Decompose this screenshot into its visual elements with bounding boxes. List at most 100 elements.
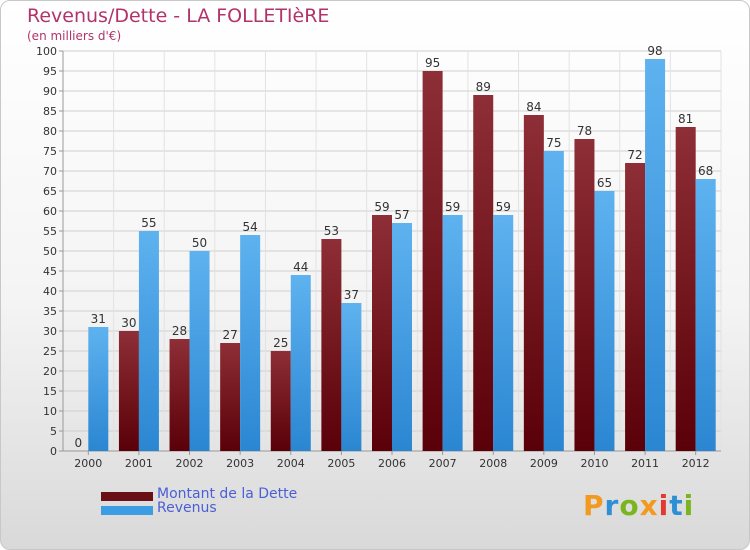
legend-label-dette: Montant de la Dette bbox=[157, 486, 298, 502]
bar-dette bbox=[118, 331, 139, 451]
bar-dette bbox=[523, 115, 544, 451]
y-tick-label: 95 bbox=[43, 65, 57, 78]
legend-label-revenus: Revenus bbox=[157, 500, 217, 516]
data-label: 78 bbox=[577, 124, 592, 138]
logo-letter: P bbox=[583, 489, 605, 522]
data-label: 27 bbox=[223, 328, 238, 342]
bar-revenus bbox=[392, 223, 412, 451]
chart-title: Revenus/Dette - LA FOLLETIèRE bbox=[27, 5, 330, 27]
x-tick-label: 2007 bbox=[429, 457, 457, 470]
y-tick-label: 55 bbox=[43, 225, 57, 238]
y-tick-label: 0 bbox=[50, 445, 57, 458]
x-tick-label: 2012 bbox=[682, 457, 710, 470]
logo-letter: o bbox=[619, 489, 640, 522]
data-label: 31 bbox=[91, 312, 106, 326]
data-label: 75 bbox=[546, 136, 561, 150]
bar-dette bbox=[422, 71, 443, 451]
data-label: 81 bbox=[678, 112, 693, 126]
data-label: 55 bbox=[141, 216, 156, 230]
y-tick-label: 60 bbox=[43, 205, 57, 218]
data-label: 0 bbox=[74, 436, 82, 450]
bar-revenus bbox=[290, 275, 311, 451]
data-labels: 0 31 30 55 28 50 27 54 25 44 53 37 59 57 95 59 89 59 84 75 7… bbox=[74, 44, 713, 450]
y-tick-label: 10 bbox=[43, 405, 57, 418]
data-label: 28 bbox=[172, 324, 187, 338]
x-tick-label: 2002 bbox=[176, 457, 204, 470]
y-tick-label: 50 bbox=[43, 245, 57, 258]
data-label: 65 bbox=[597, 176, 612, 190]
y-tick-label: 20 bbox=[43, 365, 57, 378]
y-tick-label: 90 bbox=[43, 85, 57, 98]
y-tick-label: 85 bbox=[43, 105, 57, 118]
bar-revenus bbox=[695, 179, 716, 451]
logo-letter: i bbox=[658, 489, 670, 522]
legend-swatch-revenus bbox=[101, 506, 153, 515]
bar-dette bbox=[473, 95, 494, 451]
bar-dette bbox=[675, 127, 696, 451]
x-tick-label: 2004 bbox=[277, 457, 305, 470]
y-tick-label: 45 bbox=[43, 265, 57, 278]
y-tick-label: 5 bbox=[50, 425, 57, 438]
data-label: 44 bbox=[293, 260, 308, 274]
bars bbox=[88, 59, 716, 451]
chart-subtitle: (en milliers d'€) bbox=[27, 29, 122, 43]
y-tick-label: 100 bbox=[36, 45, 57, 58]
x-tick-label: 2005 bbox=[327, 457, 355, 470]
x-tick-label: 2008 bbox=[479, 457, 507, 470]
bar-dette bbox=[372, 215, 392, 451]
bar-dette bbox=[270, 351, 291, 451]
bar-revenus bbox=[493, 215, 514, 451]
data-label: 25 bbox=[273, 336, 288, 350]
bar-revenus bbox=[138, 231, 159, 451]
bar-dette bbox=[574, 139, 595, 451]
data-label: 95 bbox=[425, 56, 440, 70]
x-tick-label: 2001 bbox=[125, 457, 153, 470]
y-tick-label: 75 bbox=[43, 145, 57, 158]
bar-revenus bbox=[442, 215, 463, 451]
logo-letter: r bbox=[604, 489, 620, 522]
proxiti-logo: Proxiti bbox=[583, 489, 694, 522]
bar-revenus bbox=[543, 151, 564, 451]
y-tick-label: 70 bbox=[43, 165, 57, 178]
data-label: 89 bbox=[476, 80, 491, 94]
data-label: 59 bbox=[374, 200, 389, 214]
data-label: 54 bbox=[243, 220, 258, 234]
bar-revenus bbox=[88, 327, 109, 451]
data-label: 59 bbox=[445, 200, 460, 214]
data-label: 57 bbox=[394, 208, 409, 222]
bar-revenus bbox=[341, 303, 362, 451]
data-label: 84 bbox=[526, 100, 541, 114]
x-tick-label: 2003 bbox=[226, 457, 254, 470]
x-tick-label: 2010 bbox=[580, 457, 608, 470]
data-label: 30 bbox=[121, 316, 136, 330]
logo-letter: i bbox=[683, 489, 695, 522]
x-tick-label: 2000 bbox=[74, 457, 102, 470]
x-tick-label: 2006 bbox=[378, 457, 406, 470]
data-label: 72 bbox=[627, 148, 642, 162]
y-tick-label: 80 bbox=[43, 125, 57, 138]
data-label: 37 bbox=[344, 288, 359, 302]
y-tick-label: 30 bbox=[43, 325, 57, 338]
bar-revenus bbox=[240, 235, 261, 451]
bar-dette bbox=[169, 339, 190, 451]
y-tick-label: 25 bbox=[43, 345, 57, 358]
y-tick-label: 65 bbox=[43, 185, 57, 198]
y-tick-label: 35 bbox=[43, 305, 57, 318]
y-tick-label: 15 bbox=[43, 385, 57, 398]
bar-dette bbox=[625, 163, 646, 451]
data-label: 50 bbox=[192, 236, 207, 250]
bar-revenus bbox=[189, 251, 210, 451]
x-tick-label: 2009 bbox=[530, 457, 558, 470]
bar-dette bbox=[321, 239, 342, 451]
y-tick-label: 40 bbox=[43, 285, 57, 298]
bar-revenus bbox=[594, 191, 615, 451]
logo-letter: t bbox=[669, 489, 684, 522]
data-label: 68 bbox=[698, 164, 713, 178]
bar-dette bbox=[220, 343, 241, 451]
legend-swatch-dette bbox=[101, 492, 153, 501]
x-tick-label: 2011 bbox=[631, 457, 659, 470]
logo-letter: x bbox=[639, 489, 659, 522]
data-label: 98 bbox=[647, 44, 662, 58]
